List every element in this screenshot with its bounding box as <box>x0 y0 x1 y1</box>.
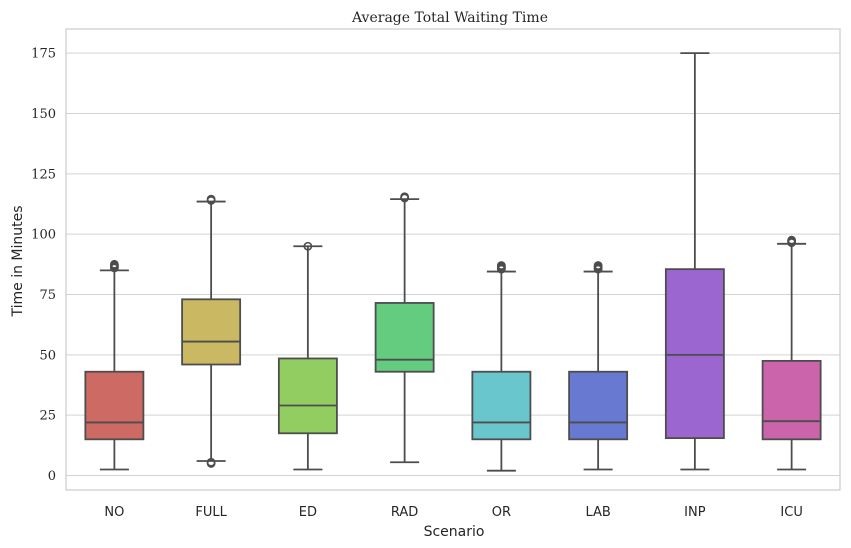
y-axis-label: Time in Minutes <box>10 205 26 317</box>
outlier-point <box>303 241 313 251</box>
tick-layer: 0 25 50 75 100 125 150 175 NO FULL ED RAD OR LAB INP IC… <box>31 47 803 520</box>
iqr-box <box>374 302 435 373</box>
x-axis-label: Scenario <box>424 524 485 540</box>
x-tick-label: OR <box>492 505 511 520</box>
box-group-no <box>84 259 145 471</box>
outlier-point <box>206 457 216 467</box>
box-group-inp <box>664 52 725 471</box>
iqr-box <box>84 370 145 441</box>
y-tick-label: 125 <box>31 167 56 182</box>
outlier-point <box>593 261 603 270</box>
plot-frame <box>65 28 841 491</box>
box-layer <box>84 52 822 472</box>
box-group-lab <box>568 261 629 471</box>
x-tick-label: LAB <box>585 505 610 520</box>
x-tick-label: INP <box>684 505 706 520</box>
y-tick-label: 150 <box>31 107 56 122</box>
iqr-box <box>761 359 822 441</box>
iqr-box <box>664 268 725 440</box>
iqr-box <box>568 370 629 441</box>
outlier-point <box>400 192 410 202</box>
x-tick-label: NO <box>104 505 124 520</box>
chart-title: Average Total Waiting Time <box>351 10 548 26</box>
box-group-icu <box>761 235 822 471</box>
y-tick-label: 75 <box>39 288 56 303</box>
y-tick-label: 100 <box>31 228 56 243</box>
iqr-box <box>181 298 242 366</box>
iqr-box <box>277 357 338 435</box>
y-tick-label: 0 <box>48 469 56 484</box>
outlier-point <box>109 259 119 269</box>
outlier-point <box>496 261 506 270</box>
outlier-point <box>787 235 797 245</box>
iqr-box <box>471 370 532 441</box>
box-group-ed <box>277 241 338 471</box>
x-tick-label: ED <box>299 505 317 520</box>
y-tick-label: 50 <box>39 348 56 363</box>
x-tick-label: RAD <box>391 505 418 520</box>
box-group-rad <box>374 192 435 464</box>
y-tick-label: 25 <box>39 409 56 424</box>
box-group-full <box>181 194 242 468</box>
x-tick-label: ICU <box>780 505 802 520</box>
box-group-or <box>471 261 532 472</box>
x-tick-label: FULL <box>195 505 227 520</box>
outlier-point <box>206 194 216 204</box>
y-tick-label: 175 <box>31 47 56 62</box>
